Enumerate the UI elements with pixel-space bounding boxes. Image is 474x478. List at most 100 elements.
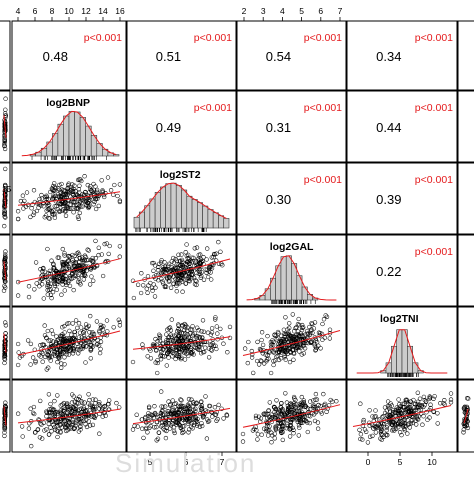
scatter-point [83,422,88,427]
scatter-point [84,344,89,349]
scatter-point [75,325,80,331]
scatter-point [53,417,58,422]
scatter-point [246,339,251,345]
scatter-point [160,281,166,286]
scatter-point [327,327,333,332]
scatter-point [166,279,172,284]
scatter-point [382,410,388,416]
scatter-point [216,239,221,245]
scatter-point [180,263,185,268]
scatter-point [65,185,71,191]
scatter-point [186,257,192,262]
scatter-point [71,210,76,215]
scatter-point [215,416,220,422]
scatter-point [215,331,220,336]
scatter-point [382,405,388,410]
scatter-point [423,399,429,404]
scatter-point [84,258,89,263]
scatter-point [48,401,53,407]
histogram-bar [391,345,397,374]
scatter-point [285,347,290,353]
scatter-point [187,260,192,265]
scatter-point [290,416,295,422]
scatter-point [157,332,162,337]
scatter-point [196,347,201,352]
scatter-point [402,401,407,406]
scatter-point [152,404,157,409]
scatter-point [81,343,86,348]
scatter-point [213,317,218,322]
scatter-point [45,278,50,283]
scatter-point [160,341,165,346]
histogram-bar [74,111,81,157]
scatter-point [85,339,91,344]
scatter-point [186,278,191,283]
scatter-point [140,342,145,347]
scatter-point [297,322,302,328]
scatter-point [77,394,82,399]
scatter-point [256,362,262,367]
scatter-point [185,328,190,333]
scatter-point [44,335,49,341]
scatter-point [208,270,213,275]
scatter-point [190,404,196,409]
scatter-point [193,406,198,411]
scatter-point [303,404,309,409]
scatter-point [130,427,136,432]
panel-border [457,234,474,307]
scatter-point [390,409,396,415]
scatter-point [81,405,87,410]
scatter-point [111,325,116,330]
scatter-point [385,403,391,409]
scatter-point [390,422,395,427]
scatter-point [176,252,181,257]
scatter-point [358,436,363,442]
panel-border [0,234,11,307]
scatter-point [39,192,44,198]
scatter-point [92,415,97,420]
scatter-point [65,346,70,351]
scatter-point [442,402,447,407]
scatter-point [33,358,38,364]
scatter-point [132,423,137,429]
scatter-point [134,412,139,417]
panel-border [346,234,458,307]
top-axis-gal-label: 7 [338,6,343,16]
scatter-point [207,403,213,409]
scatter-point [46,203,51,208]
scatter-point [358,432,364,437]
scatter-point [396,411,401,417]
scatter-point [301,325,306,330]
top-axis-bnp-label: 6 [33,6,38,16]
top-axis-bnp-label: 8 [50,6,55,16]
scatter-point [275,420,281,426]
scatter-point [2,360,7,366]
histogram-bar [412,362,419,374]
scatter-point [94,187,100,193]
scatter-point [192,330,198,336]
scatter-point [309,321,314,326]
density-curve [136,182,227,219]
panel-border [11,162,127,235]
scatter-point [216,402,221,408]
correlation-panels: p<0.001 0.48 p<0.001 0.51 p<0.001 0.54 p<0.001… [43,32,453,279]
scatter-point [188,350,193,355]
scatter-point [78,282,83,287]
scatter-point [86,419,91,424]
scatter-point [62,355,67,360]
scatter-point [68,347,74,352]
scatter-point [55,359,60,365]
scatter-point [221,416,226,421]
scatter-point [91,278,96,283]
scatter-point [48,338,53,343]
scatter-point [77,183,82,188]
panel-border [346,162,458,235]
scatter-point [77,210,82,216]
scatter-point [264,428,269,434]
scatter-point [34,281,39,286]
scatter-point [326,403,332,408]
scatter-point [183,349,188,355]
scatter-point [185,256,190,261]
scatter-point [255,432,261,437]
histogram-bar [85,125,92,157]
